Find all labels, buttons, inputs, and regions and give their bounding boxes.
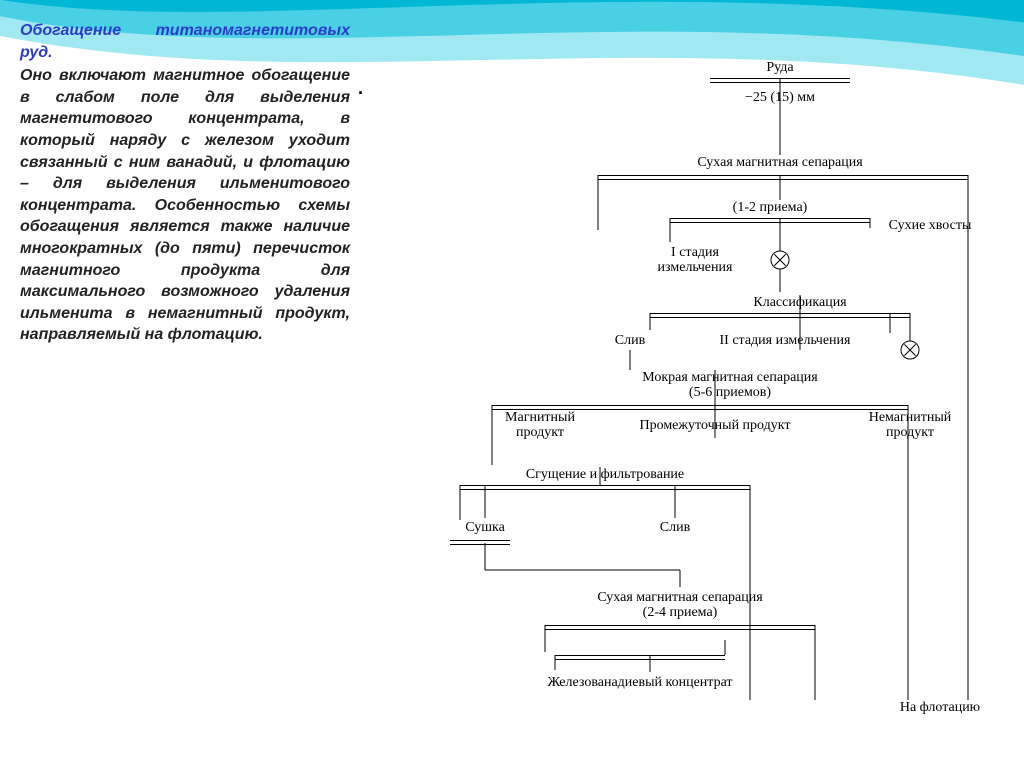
node-thick: Сгущение и фильтрование bbox=[515, 467, 695, 482]
flow-diagram: Руда −25 (15) мм Сухая магнитная сепарация… bbox=[430, 60, 1010, 760]
node-dry_tails: Сухие хвосты bbox=[875, 218, 985, 233]
node-inter_prod: Промежуточный продукт bbox=[630, 418, 800, 433]
node-sliv1: Слив bbox=[600, 333, 660, 348]
rule-6 bbox=[450, 540, 510, 545]
rule-5 bbox=[460, 485, 750, 490]
stray-dot: . bbox=[358, 78, 363, 99]
slide-title: Обогащение титаномагнетитовых руд. bbox=[20, 20, 350, 63]
slide-body: Оно включают магнитное обогащение в слаб… bbox=[20, 67, 350, 343]
rule-8 bbox=[555, 655, 725, 660]
rule-2 bbox=[670, 218, 870, 223]
node-mag_prod: Магнитный продукт bbox=[485, 410, 595, 441]
node-sep2: Сухая магнитная сепарация (2-4 приема) bbox=[575, 590, 785, 621]
node-priem12: (1-2 приема) bbox=[720, 200, 820, 215]
text-block: Обогащение титаномагнетитовых руд. Оно в… bbox=[20, 20, 350, 346]
node-sushka: Сушка bbox=[450, 520, 520, 535]
node-sep1: Сухая магнитная сепарация bbox=[675, 155, 885, 170]
node-klass: Классификация bbox=[740, 295, 860, 310]
rule-1 bbox=[598, 175, 968, 180]
node-wet_sep: Мокрая магнитная сепарация (5-6 приемов) bbox=[625, 370, 835, 401]
node-stage2: II стадия измельчения bbox=[705, 333, 865, 348]
node-ruda: Руда bbox=[740, 60, 820, 75]
rule-0 bbox=[710, 78, 850, 83]
rule-3 bbox=[650, 313, 910, 318]
node-nemag_prod: Немагнитный продукт bbox=[850, 410, 970, 441]
node-size: −25 (15) мм bbox=[730, 90, 830, 105]
node-stage1: I стадия измельчения bbox=[635, 245, 755, 276]
rule-7 bbox=[545, 625, 815, 630]
rule-4 bbox=[492, 405, 908, 410]
node-sliv2: Слив bbox=[645, 520, 705, 535]
node-flot: На флотацию bbox=[880, 700, 1000, 715]
node-fe_v: Железованадиевый концентрат bbox=[540, 675, 740, 690]
